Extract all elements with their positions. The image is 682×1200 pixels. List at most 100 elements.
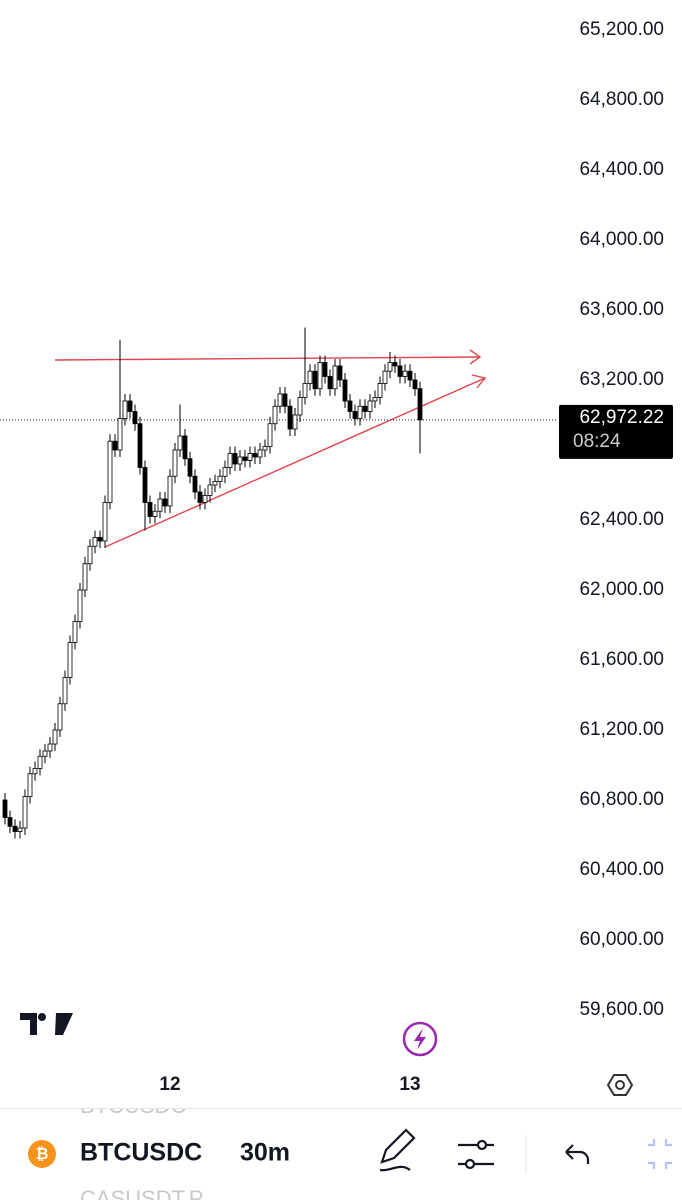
candle-body bbox=[52, 729, 58, 745]
candle-body bbox=[162, 498, 168, 507]
candle-body bbox=[7, 817, 13, 827]
candle-body bbox=[177, 435, 183, 451]
y-tick-label: 60,400.00 bbox=[579, 859, 664, 880]
candle-body bbox=[242, 456, 248, 461]
candle-body bbox=[197, 491, 203, 503]
last-price-label: 62,972.22 bbox=[579, 407, 664, 428]
undo-button[interactable] bbox=[565, 1144, 590, 1164]
candle-body bbox=[342, 379, 348, 402]
candle-body bbox=[152, 510, 158, 517]
y-tick-label: 63,600.00 bbox=[579, 299, 664, 320]
y-tick-label: 62,000.00 bbox=[579, 579, 664, 600]
candle-body bbox=[107, 440, 113, 503]
tv-logo bbox=[20, 1013, 73, 1035]
candle-body bbox=[297, 397, 303, 416]
last-price-box bbox=[559, 404, 673, 459]
candle-body bbox=[122, 400, 128, 419]
lightning-button[interactable] bbox=[402, 1021, 438, 1057]
candle-body bbox=[192, 475, 198, 493]
candle-body bbox=[167, 475, 173, 507]
y-tick-label: 64,800.00 bbox=[579, 89, 664, 110]
candle-body bbox=[147, 502, 153, 517]
candles bbox=[2, 327, 423, 839]
candle-body bbox=[32, 768, 38, 775]
candle-body bbox=[412, 379, 418, 390]
support-line bbox=[104, 377, 486, 548]
candle-body bbox=[377, 383, 383, 398]
resistance-line bbox=[54, 356, 481, 361]
candle-body bbox=[132, 411, 138, 425]
candle-body bbox=[372, 397, 378, 402]
arrow-head bbox=[469, 349, 482, 365]
candle-body bbox=[327, 376, 333, 390]
settings-button[interactable] bbox=[606, 1074, 634, 1096]
candle-body bbox=[2, 799, 8, 818]
arrow-head bbox=[471, 374, 487, 389]
y-tick-label: 64,000.00 bbox=[579, 229, 664, 250]
candle-body bbox=[332, 365, 338, 390]
candle-body bbox=[172, 449, 178, 477]
candle-body bbox=[37, 755, 43, 769]
y-tick-label: 64,400.00 bbox=[579, 159, 664, 180]
candle-body bbox=[407, 370, 413, 381]
y-tick-label: 62,400.00 bbox=[579, 509, 664, 530]
candle-body bbox=[302, 383, 308, 398]
candle-body bbox=[282, 393, 288, 407]
candle-body bbox=[267, 423, 273, 447]
y-tick-label: 61,600.00 bbox=[579, 649, 664, 670]
candle-body bbox=[402, 370, 408, 377]
candle-body bbox=[227, 453, 233, 468]
candle-body bbox=[57, 703, 63, 731]
y-tick-label: 59,600.00 bbox=[579, 999, 664, 1020]
candle-body bbox=[307, 370, 313, 384]
candle-body bbox=[322, 362, 328, 377]
y-tick-label: 60,800.00 bbox=[579, 789, 664, 810]
candle-body bbox=[417, 388, 423, 421]
y-tick-label: 60,000.00 bbox=[579, 929, 664, 950]
candle-body bbox=[352, 411, 358, 419]
candle-body bbox=[262, 446, 268, 451]
candle-body bbox=[202, 495, 208, 503]
candle-body bbox=[257, 449, 263, 458]
candle-body bbox=[247, 453, 253, 461]
candle-body bbox=[367, 400, 373, 412]
candle-body bbox=[182, 435, 188, 460]
candle-body bbox=[87, 545, 93, 565]
candle-body bbox=[212, 481, 218, 486]
candle-body bbox=[72, 621, 78, 643]
candle-body bbox=[157, 498, 163, 512]
candle-body bbox=[252, 453, 258, 458]
y-tick-label: 61,200.00 bbox=[579, 719, 664, 740]
candle-body bbox=[357, 405, 363, 419]
ghost-symbol: CASUSDT.P bbox=[80, 1186, 203, 1200]
y-tick-label: 65,200.00 bbox=[579, 19, 664, 40]
indicators-button[interactable] bbox=[458, 1139, 494, 1170]
fullscreen-button[interactable] bbox=[648, 1139, 672, 1169]
candle-body bbox=[337, 365, 343, 381]
candle-body bbox=[62, 677, 68, 705]
candle-body bbox=[277, 393, 283, 407]
candle-body bbox=[22, 796, 28, 829]
candle-body bbox=[67, 642, 73, 678]
candle-body bbox=[287, 405, 293, 430]
draw-button[interactable] bbox=[379, 1128, 416, 1172]
interval[interactable]: 30m bbox=[240, 1139, 290, 1167]
candle-body bbox=[97, 537, 103, 542]
candle-body bbox=[117, 418, 123, 451]
symbol[interactable]: BTCUSDC bbox=[80, 1139, 202, 1167]
candle-body bbox=[312, 370, 318, 390]
candle-body bbox=[232, 453, 238, 465]
candle-body bbox=[237, 456, 243, 465]
candle-body bbox=[317, 362, 323, 390]
candle-body bbox=[292, 414, 298, 430]
countdown-label: 08:24 bbox=[573, 431, 621, 452]
candle-body bbox=[27, 773, 33, 797]
candle-body bbox=[112, 440, 118, 451]
candle-body bbox=[272, 405, 278, 425]
candle-body bbox=[217, 475, 223, 482]
candle-body bbox=[77, 589, 83, 622]
candle-body bbox=[82, 563, 88, 591]
candle-body bbox=[42, 750, 48, 757]
btc-icon: ₿ bbox=[28, 1140, 56, 1168]
candle-body bbox=[382, 370, 388, 384]
